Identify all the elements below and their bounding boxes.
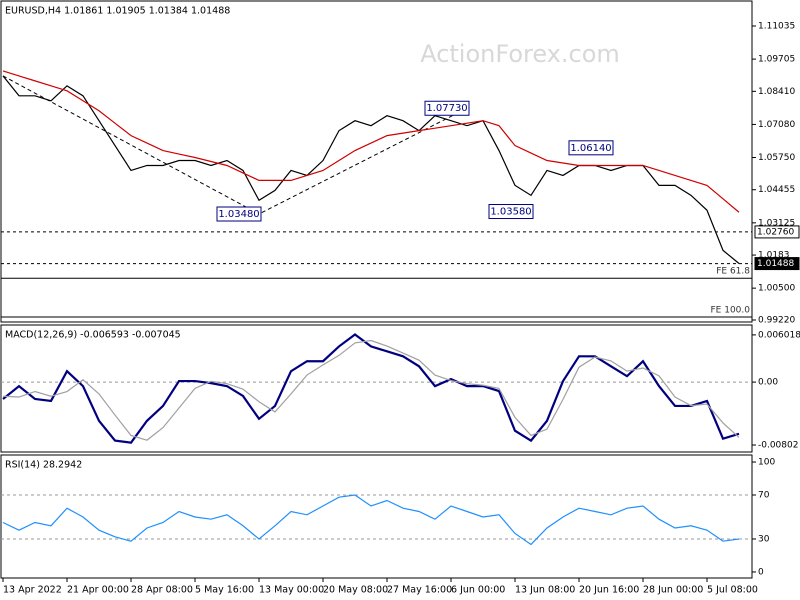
series-line — [2, 70, 740, 213]
price-label: 1.02760 — [757, 227, 794, 237]
fibonacci-label: FE 100.0 — [711, 306, 751, 316]
panel-title: EURUSD,H4 1.01861 1.01905 1.01384 1.0148… — [5, 6, 230, 17]
y-tick-label: 1.05750 — [758, 153, 795, 163]
y-tick-label: 1.07080 — [758, 120, 795, 130]
y-tick-label: -0.00802 — [758, 441, 798, 451]
price-label: 1.01488 — [757, 259, 794, 269]
panel-title: RSI(14) 28.2942 — [5, 460, 82, 471]
x-tick-label: 21 Apr 00:00 — [67, 585, 129, 596]
y-tick-label: 70 — [758, 491, 770, 501]
annotation-label: 1.07730 — [426, 103, 467, 114]
annotation-box — [216, 206, 262, 222]
panel-title: MACD(12,26,9) -0.006593 -0.007045 — [5, 330, 181, 341]
y-tick-label: 0.006018 — [758, 330, 800, 340]
x-tick-label: 20 May 08:00 — [323, 585, 388, 596]
y-tick-label: 0.00 — [758, 378, 778, 388]
series-line — [2, 494, 740, 546]
annotation-label: 1.03580 — [490, 207, 531, 218]
y-tick-label: 1.09705 — [758, 55, 795, 65]
y-tick-label: 1.04455 — [758, 185, 795, 195]
y-tick-label: 1.08410 — [758, 87, 795, 97]
y-tick-label: 1.11035 — [758, 22, 795, 32]
x-tick-label: 6 Jun 00:00 — [451, 585, 505, 596]
panel-frame — [0, 454, 753, 579]
x-tick-label: 13 May 00:00 — [259, 585, 324, 596]
annotation-label: 1.06140 — [570, 143, 611, 154]
annotation-box — [424, 100, 470, 116]
annotation-box — [568, 140, 614, 156]
series-line — [2, 339, 740, 441]
price-label-box — [754, 257, 800, 271]
y-tick-label: 0 — [758, 567, 764, 577]
x-tick-label: 5 May 16:00 — [195, 585, 254, 596]
annotation-box — [488, 204, 534, 220]
y-tick-label: 0.99220 — [758, 316, 795, 326]
y-tick-label: 1.00500 — [758, 284, 795, 294]
x-tick-label: 27 May 16:00 — [387, 585, 452, 596]
y-tick-label: 100 — [758, 458, 775, 468]
annotation-label: 1.03480 — [218, 209, 259, 220]
series-line — [2, 75, 740, 264]
y-tick-label: 30 — [758, 534, 770, 544]
fibonacci-label: FE 61.8 — [716, 267, 750, 277]
x-tick-label: 28 Jun 00:00 — [643, 585, 703, 596]
price-label-box — [754, 225, 800, 239]
x-tick-label: 28 Apr 08:00 — [131, 585, 193, 596]
x-tick-label: 13 Apr 2022 — [3, 585, 62, 596]
panel-frame — [0, 0, 753, 323]
x-tick-label: 5 Jul 08:00 — [707, 585, 758, 596]
panel-frame — [0, 324, 753, 453]
watermark: ActionForex.com — [420, 40, 620, 68]
y-tick-label: 1.0183 — [758, 251, 790, 261]
series-line — [2, 333, 740, 444]
x-tick-label: 20 Jun 16:00 — [579, 585, 639, 596]
y-tick-label: 1.03125 — [758, 218, 795, 228]
x-tick-label: 13 Jun 08:00 — [515, 585, 575, 596]
